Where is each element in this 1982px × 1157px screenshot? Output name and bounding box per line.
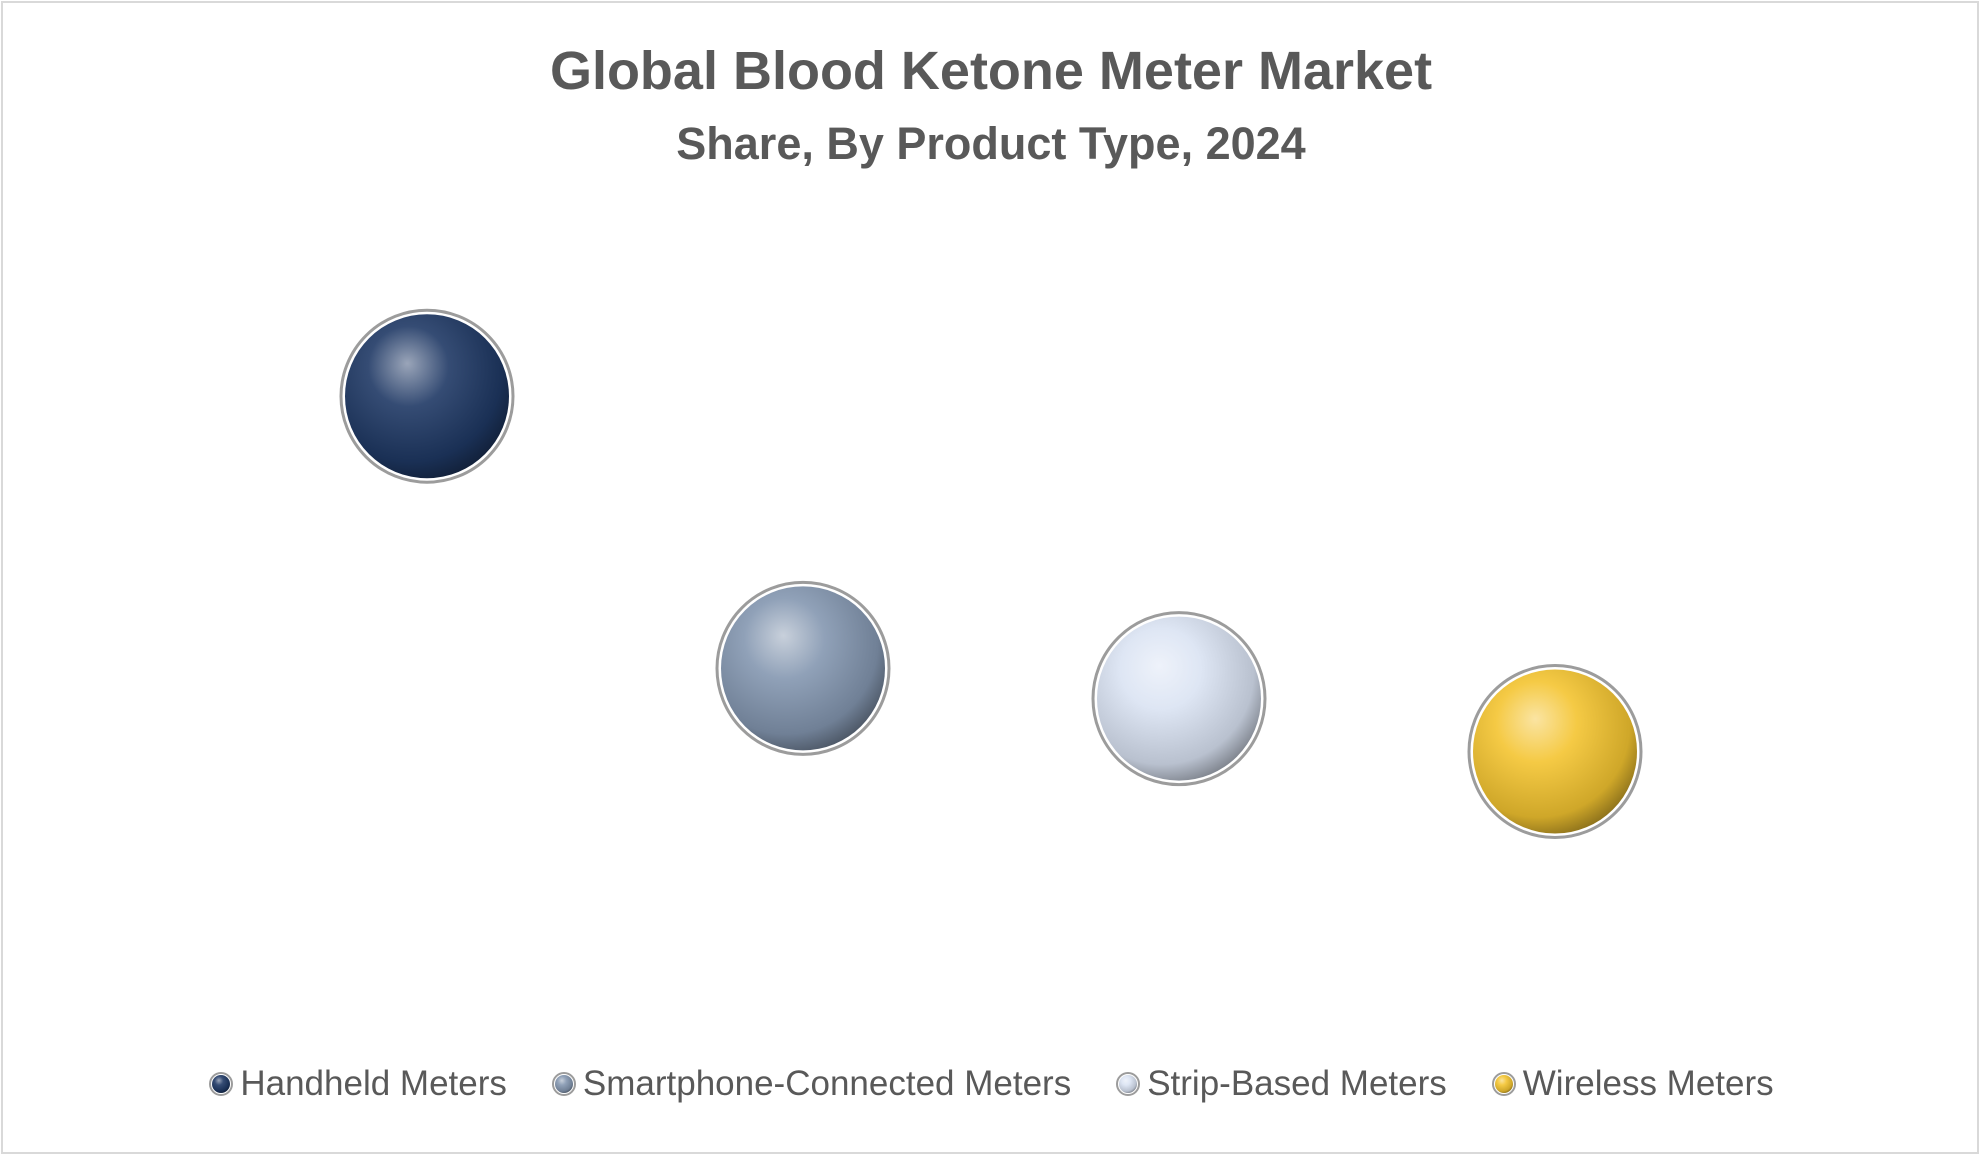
legend-item-smartphone-connected-meters: Smartphone-Connected Meters — [551, 1064, 1071, 1104]
legend-label: Strip-Based Meters — [1147, 1064, 1447, 1103]
chart-legend: Handheld Meters Smartphone-Connected Mete… — [0, 1064, 1982, 1104]
data-point-wireless-meters — [1467, 664, 1643, 840]
data-point-strip-based-meters — [1091, 611, 1267, 787]
legend-label: Handheld Meters — [240, 1064, 507, 1103]
legend-item-wireless-meters: Wireless Meters — [1491, 1064, 1774, 1104]
legend-marker-handheld-meters — [209, 1072, 234, 1096]
chart-markers — [339, 308, 1643, 840]
legend-item-strip-based-meters: Strip-Based Meters — [1115, 1064, 1447, 1104]
legend-item-handheld-meters: Handheld Meters — [208, 1064, 507, 1104]
data-point-handheld-meters — [339, 308, 515, 484]
legend-marker-smartphone-connected-meters — [551, 1072, 576, 1096]
legend-marker-strip-based-meters — [1116, 1072, 1141, 1096]
legend-marker-wireless-meters — [1491, 1072, 1516, 1096]
data-point-smartphone-connected-meters — [715, 580, 891, 756]
legend-label: Wireless Meters — [1522, 1064, 1774, 1103]
chart-title: Global Blood Ketone Meter Market — [549, 41, 1433, 101]
chart-subtitle: Share, By Product Type, 2024 — [676, 118, 1306, 169]
legend-label: Smartphone-Connected Meters — [582, 1064, 1072, 1103]
